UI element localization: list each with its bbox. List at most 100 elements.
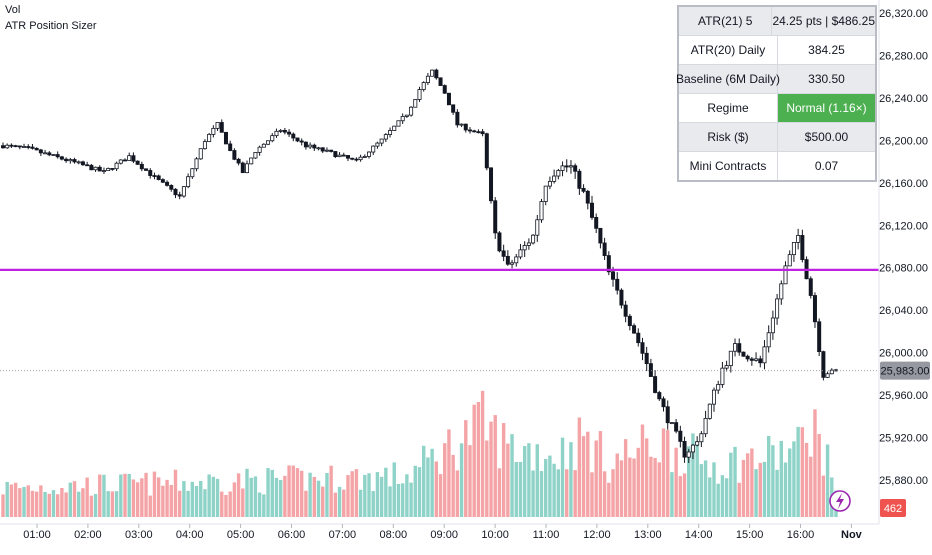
candle-body: [312, 144, 317, 149]
table-row: ATR(21) 5 24.25 pts | $486.25: [679, 7, 875, 36]
volume-bar: [497, 468, 502, 517]
volume-bar: [304, 490, 308, 517]
volume-bar: [371, 491, 375, 517]
volume-bar: [384, 467, 388, 517]
volume-bar: [333, 492, 338, 517]
volume-bar: [144, 472, 148, 517]
volume-bar: [350, 471, 354, 517]
current-price-label: 25,983.00: [881, 366, 930, 378]
volume-bar: [590, 472, 594, 517]
time-tick-label: 03:00: [125, 529, 153, 541]
time-tick-label: 02:00: [74, 529, 102, 541]
volume-bar: [18, 488, 22, 517]
candle-body: [9, 144, 14, 147]
volume-bar: [148, 495, 152, 517]
price-tick-label: 26,280.00: [879, 50, 928, 62]
volume-bar: [695, 441, 699, 517]
volume-bar: [438, 474, 443, 517]
candle-body: [383, 134, 388, 140]
candle-body: [674, 422, 679, 432]
table-row-value: 330.50: [808, 72, 845, 86]
volume-bar: [5, 481, 9, 517]
candle-body: [661, 398, 666, 408]
candle-body: [404, 114, 409, 117]
candle-body: [303, 141, 308, 148]
candle-body: [741, 351, 746, 357]
volume-bar: [211, 476, 216, 517]
volume-bar: [729, 452, 733, 517]
volume-bar: [716, 483, 720, 517]
volume-bar: [636, 447, 640, 517]
volume-bar: [354, 469, 359, 517]
candle-body: [695, 441, 700, 446]
candle-body: [417, 89, 422, 100]
candle-body: [345, 155, 350, 159]
candle-body: [535, 219, 540, 236]
volume-bar: [224, 494, 228, 517]
candle-body: [139, 163, 144, 170]
candle-body: [829, 369, 834, 375]
candle-body: [754, 358, 759, 361]
volume-bar: [300, 470, 304, 517]
volume-bar: [325, 473, 329, 517]
candle-body: [388, 130, 393, 135]
candle-body: [156, 175, 161, 180]
candle-body: [123, 159, 128, 162]
candle-body: [253, 151, 258, 159]
candle-body: [223, 131, 228, 145]
volume-bar: [565, 469, 569, 517]
candle-body: [501, 250, 506, 257]
volume-bar: [253, 476, 258, 517]
candle-body: [165, 181, 170, 186]
candle-body: [699, 433, 704, 443]
time-axis[interactable]: 01:00 02:00 03:00 04:00 05:00 06:00 07:00 08:00…: [0, 523, 879, 541]
volume-bar: [813, 409, 817, 517]
lightning-icon[interactable]: [829, 490, 851, 512]
candle-body: [316, 147, 321, 150]
indicator-label-atr-position-sizer[interactable]: ATR Position Sizer: [5, 20, 97, 32]
price-tick-label: 26,120.00: [879, 220, 928, 232]
volume-bar: [392, 462, 396, 517]
volume-bar: [232, 482, 237, 517]
candle-body: [85, 164, 90, 167]
candle-body: [240, 162, 245, 174]
candle-body: [728, 350, 733, 367]
volume-bar: [241, 488, 245, 517]
candle-body: [55, 154, 60, 158]
candle-body: [299, 140, 304, 143]
candle-body: [480, 131, 485, 135]
volume-bar: [308, 472, 312, 517]
volume-bar: [455, 470, 460, 517]
candle-body: [97, 166, 102, 172]
candle-body: [169, 185, 174, 190]
candle-body: [337, 154, 342, 158]
volume-bar: [653, 457, 657, 517]
volume-label: 462: [884, 503, 902, 515]
candle-body: [438, 77, 443, 86]
volume-bar: [194, 485, 199, 517]
candle-body: [379, 138, 384, 144]
price-axis[interactable]: 26,320.00 26,280.00 26,240.00 26,200.00 26,1…: [878, 0, 928, 524]
candle-body: [43, 152, 48, 155]
volume-bar: [26, 485, 30, 517]
volume-bar: [522, 446, 527, 517]
volume-bar: [1, 494, 5, 517]
volume-bar: [691, 433, 695, 517]
volume-bar: [506, 443, 510, 517]
candle-body: [636, 332, 641, 344]
volume-bar: [775, 469, 779, 517]
price-tick-label: 25,920.00: [879, 433, 928, 445]
table-row-label: Risk ($): [679, 123, 778, 151]
volume-bar: [257, 492, 262, 517]
candle-body: [749, 358, 754, 361]
candle-body: [127, 155, 132, 161]
volume-bar: [55, 494, 60, 517]
candle-body: [632, 325, 637, 334]
candle-body: [47, 152, 52, 156]
indicator-label-vol[interactable]: Vol: [5, 4, 21, 16]
time-tick-label: 16:00: [787, 529, 815, 541]
volume-bar: [459, 443, 464, 517]
candle-body: [152, 175, 157, 177]
